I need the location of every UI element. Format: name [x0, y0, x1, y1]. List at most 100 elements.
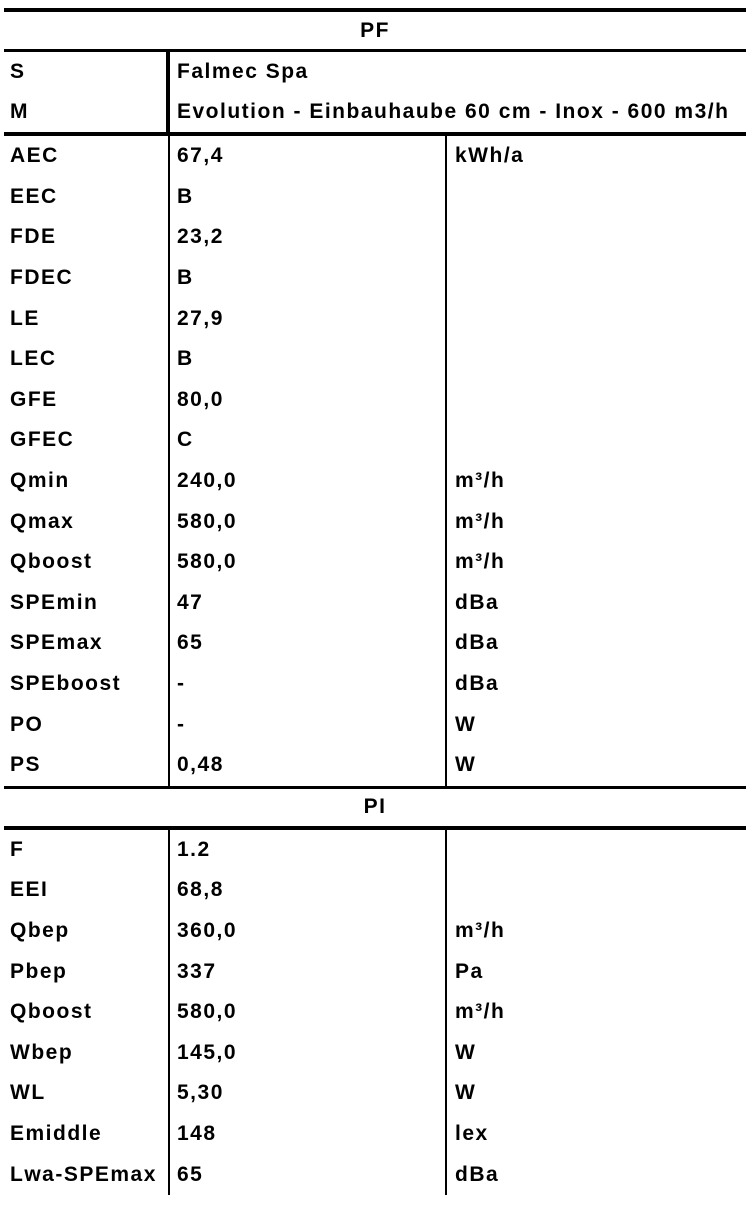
- pf-header-rule: [4, 49, 746, 52]
- table-row: AEC 67,4 kWh/a: [4, 136, 746, 177]
- row-value: Falmec Spa: [168, 52, 746, 92]
- row-value: 580,0: [168, 501, 447, 542]
- row-unit: [447, 870, 746, 911]
- row-label: Qmax: [10, 509, 75, 533]
- row-label: M: [4, 92, 168, 132]
- row-unit: m³/h: [455, 469, 506, 493]
- row-unit: W: [455, 712, 477, 736]
- row-value: B: [168, 176, 447, 218]
- row-label: PO: [10, 712, 44, 736]
- pi-section-title: PI: [363, 795, 387, 818]
- row-label: SPEmin: [10, 590, 99, 614]
- row-value: 47: [168, 582, 447, 624]
- table-row: LE 27,9: [4, 298, 746, 339]
- row-unit: m³/h: [455, 550, 506, 574]
- row-value: -: [168, 704, 447, 745]
- row-value: 240,0: [168, 460, 447, 502]
- row-value: B: [168, 257, 447, 299]
- row-value: 145,0: [168, 1032, 447, 1074]
- table-row: GFEC C: [4, 420, 746, 461]
- row-unit: lex: [455, 1121, 489, 1145]
- row-label: Qmin: [10, 469, 70, 493]
- table-row: PS 0,48 W: [4, 744, 746, 786]
- row-label: FDE: [10, 225, 57, 249]
- row-unit: [447, 830, 746, 871]
- row-value: 80,0: [168, 379, 447, 421]
- table-row: LEC B: [4, 338, 746, 380]
- row-label: S: [4, 52, 168, 92]
- table-row: EEC B: [4, 176, 746, 218]
- row-value: 148: [168, 1113, 447, 1155]
- table-row: S Falmec Spa: [4, 52, 746, 92]
- row-label: LEC: [10, 347, 57, 371]
- row-unit: Pa: [455, 959, 484, 983]
- row-label: PS: [10, 753, 42, 777]
- row-label: Lwa-SPEmax: [10, 1162, 157, 1186]
- row-unit: [447, 258, 746, 299]
- row-label: EEI: [10, 878, 49, 902]
- row-label: FDEC: [10, 266, 74, 290]
- row-unit: m³/h: [455, 1000, 506, 1024]
- table-row: GFE 80,0: [4, 379, 746, 421]
- table-row: M Evolution - Einbauhaube 60 cm - Inox -…: [4, 92, 746, 132]
- table-row: Wbep 145,0 W: [4, 1032, 746, 1074]
- table-row: FDEC B: [4, 257, 746, 299]
- table-row: Qbep 360,0 m³/h: [4, 910, 746, 952]
- row-label: EEC: [10, 184, 58, 208]
- row-unit: dBa: [455, 631, 500, 655]
- table-row: F 1.2: [4, 829, 746, 871]
- row-label: Qboost: [10, 550, 93, 574]
- row-value: 360,0: [168, 910, 447, 952]
- pi-header-rule: [4, 825, 746, 830]
- row-label: WL: [10, 1081, 46, 1105]
- row-unit: W: [455, 1081, 477, 1105]
- pf-section-header: PF: [4, 12, 746, 49]
- row-unit: m³/h: [455, 918, 506, 942]
- row-unit: [447, 420, 746, 461]
- row-value: 0,48: [168, 744, 447, 786]
- table-row: Qmin 240,0 m³/h: [4, 460, 746, 502]
- row-label: AEC: [10, 144, 59, 168]
- table-row: EEI 68,8: [4, 870, 746, 911]
- pf-meta-rule: [4, 132, 746, 136]
- row-label: SPEboost: [10, 672, 122, 696]
- row-value: 580,0: [168, 541, 447, 583]
- row-value: 337: [168, 951, 447, 992]
- row-label: Qbep: [10, 918, 70, 942]
- row-value: Evolution - Einbauhaube 60 cm - Inox - 6…: [168, 92, 746, 132]
- table-row: Qboost 580,0 m³/h: [4, 991, 746, 1033]
- table-row: PO - W: [4, 704, 746, 745]
- row-unit: kWh/a: [455, 144, 525, 168]
- pi-top-rule: [4, 785, 746, 789]
- row-unit: [447, 380, 746, 421]
- row-label: Pbep: [10, 959, 68, 983]
- row-label: SPEmax: [10, 631, 104, 655]
- row-value: 1.2: [168, 829, 447, 871]
- pf-section-title: PF: [360, 18, 390, 42]
- row-value: 27,9: [168, 298, 447, 339]
- table-row: SPEmin 47 dBa: [4, 582, 746, 624]
- row-label: GFEC: [10, 428, 75, 452]
- table-row: FDE 23,2: [4, 217, 746, 258]
- table-row: Emiddle 148 lex: [4, 1113, 746, 1155]
- table-row: Qboost 580,0 m³/h: [4, 541, 746, 583]
- row-unit: W: [455, 753, 477, 777]
- row-unit: dBa: [455, 672, 500, 696]
- row-label: Wbep: [10, 1040, 74, 1064]
- row-value: 65: [168, 1154, 447, 1195]
- row-label: GFE: [10, 387, 58, 411]
- row-value: 23,2: [168, 217, 447, 258]
- row-unit: [447, 217, 746, 258]
- row-label: Qboost: [10, 1000, 93, 1024]
- row-unit: W: [455, 1040, 477, 1064]
- row-value: 68,8: [168, 870, 447, 911]
- row-unit: [447, 339, 746, 380]
- row-label: F: [10, 837, 25, 861]
- row-value: 580,0: [168, 991, 447, 1033]
- top-border-rule: [4, 8, 746, 12]
- row-value: 5,30: [168, 1073, 447, 1114]
- row-value: B: [168, 338, 447, 380]
- row-value: 65: [168, 623, 447, 664]
- pi-section-header: PI: [4, 789, 746, 826]
